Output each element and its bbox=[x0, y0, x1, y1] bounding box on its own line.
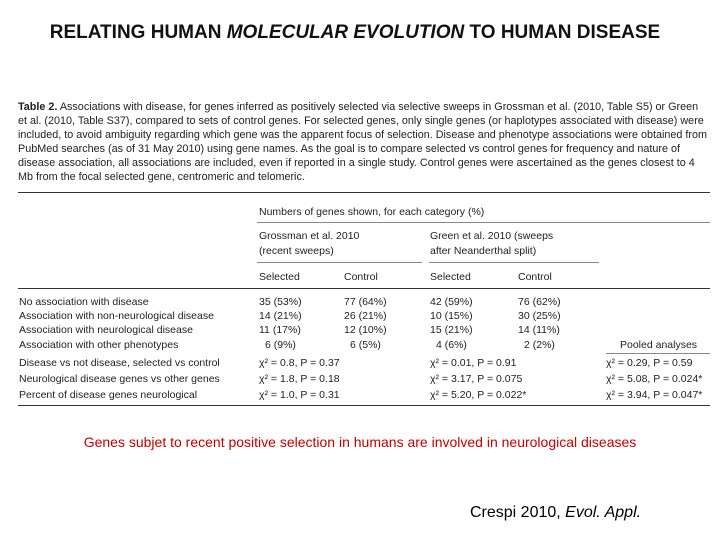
row-label: No association with disease bbox=[19, 296, 149, 308]
pooled-analyses-heading: Pooled analyses bbox=[620, 339, 698, 351]
col-control-grossman: Control bbox=[344, 271, 378, 283]
caption-text: Associations with disease, for genes inf… bbox=[18, 101, 708, 183]
cell-grossman-control: 77 (64%) bbox=[344, 296, 387, 308]
cell-green-selected: 10 (15%) bbox=[430, 310, 473, 322]
cell-grossman-selected: 6 (9%) bbox=[265, 339, 296, 351]
cell-grossman-selected: 14 (21%) bbox=[259, 310, 302, 322]
header-group-green-sub: after Neanderthal split) bbox=[430, 245, 537, 257]
cell-grossman-stat: χ² = 1.0, P = 0.31 bbox=[259, 389, 340, 401]
slide-title: RELATING HUMAN MOLECULAR EVOLUTION TO HU… bbox=[0, 22, 710, 44]
cell-grossman-control: 26 (21%) bbox=[344, 310, 387, 322]
cell-green-stat: χ² = 3.17, P = 0.075 bbox=[430, 373, 523, 385]
pooled-rule bbox=[606, 353, 710, 354]
cell-pooled-stat: χ² = 5.08, P = 0.024* bbox=[606, 373, 703, 385]
cell-pooled-stat: χ² = 3.94, P = 0.047* bbox=[606, 389, 703, 401]
cell-grossman-selected: 11 (17%) bbox=[259, 324, 301, 336]
row-label: Association with non-neurological diseas… bbox=[19, 310, 214, 322]
cell-green-stat: χ² = 0.01, P = 0.91 bbox=[430, 357, 517, 369]
cell-grossman-selected: 35 (53%) bbox=[259, 296, 302, 308]
header-group-green: Green et al. 2010 (sweeps bbox=[430, 230, 554, 242]
cell-green-selected: 42 (59%) bbox=[430, 296, 473, 308]
slide-subtitle: Genes subjet to recent positive selectio… bbox=[83, 434, 637, 450]
header-group-grossman: Grossman et al. 2010 bbox=[259, 230, 360, 242]
title-text: RELATING HUMAN bbox=[49, 22, 227, 43]
title-emphasis: MOLECULAR EVOLUTION bbox=[226, 22, 465, 43]
cell-grossman-control: 12 (10%) bbox=[344, 324, 387, 336]
col-control-green: Control bbox=[518, 271, 552, 283]
citation-journal: Evol. Appl. bbox=[565, 504, 642, 521]
header-group-rule-green bbox=[429, 262, 599, 263]
header-spanner: Numbers of genes shown, for each categor… bbox=[259, 206, 485, 218]
title-text-end: TO HUMAN DISEASE bbox=[464, 22, 661, 43]
col-selected-green: Selected bbox=[430, 271, 471, 283]
table-bottom-rule bbox=[18, 405, 710, 406]
citation-author: Crespi 2010, bbox=[470, 504, 566, 521]
cell-green-selected: 4 (6%) bbox=[436, 339, 467, 351]
cell-grossman-control: 6 (5%) bbox=[350, 339, 381, 351]
table-label: Table 2. bbox=[18, 101, 58, 113]
cell-grossman-stat: χ² = 1.8, P = 0.18 bbox=[259, 373, 340, 385]
col-selected-grossman: Selected bbox=[259, 271, 300, 283]
header-group-rule-grossman bbox=[257, 262, 422, 263]
table-caption: Table 2. Associations with disease, for … bbox=[18, 100, 708, 184]
cell-green-selected: 15 (21%) bbox=[430, 324, 473, 336]
header-spanner-rule bbox=[257, 222, 710, 223]
row-label: Association with other phenotypes bbox=[19, 339, 179, 351]
cell-grossman-stat: χ² = 0.8, P = 0.37 bbox=[259, 357, 340, 369]
row-label: Disease vs not disease, selected vs cont… bbox=[19, 357, 220, 369]
cell-green-control: 76 (62%) bbox=[518, 296, 561, 308]
citation: Crespi 2010, Evol. Appl. bbox=[470, 504, 641, 522]
header-bottom-rule bbox=[18, 288, 710, 289]
row-label: Percent of disease genes neurological bbox=[19, 389, 198, 401]
cell-green-control: 14 (11%) bbox=[518, 324, 560, 336]
row-label: Association with neurological disease bbox=[19, 324, 193, 336]
header-group-grossman-sub: (recent sweeps) bbox=[259, 245, 334, 257]
cell-green-stat: χ² = 5.20, P = 0.022* bbox=[430, 389, 527, 401]
cell-pooled-stat: χ² = 0.29, P = 0.59 bbox=[606, 357, 693, 369]
cell-green-control: 30 (25%) bbox=[518, 310, 561, 322]
table-top-rule bbox=[18, 192, 710, 193]
cell-green-control: 2 (2%) bbox=[524, 339, 555, 351]
row-label: Neurological disease genes vs other gene… bbox=[19, 373, 220, 385]
